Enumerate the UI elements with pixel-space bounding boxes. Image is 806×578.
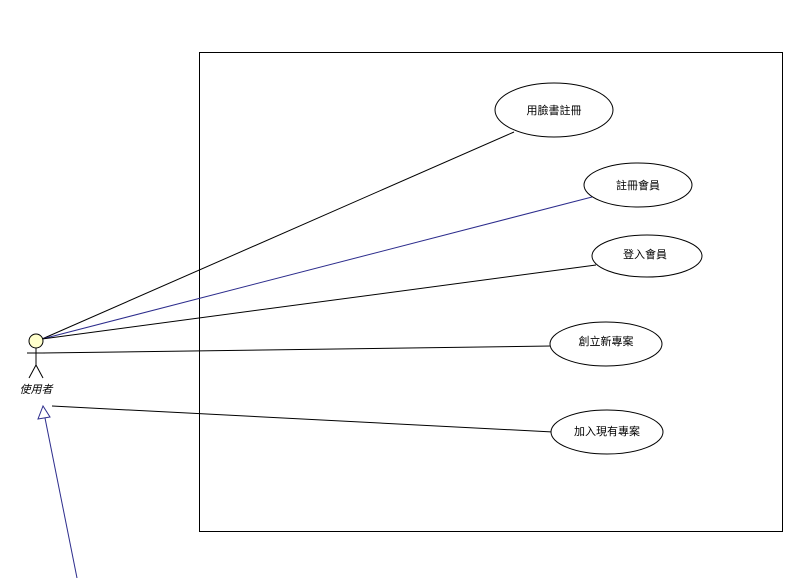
association-line: [41, 131, 515, 340]
association-line: [41, 196, 593, 340]
actor-right-leg: [35, 364, 44, 379]
generalization-arrowhead: [37, 404, 51, 420]
use-case-join-project[interactable]: 加入現有專案: [550, 409, 664, 455]
use-case-ellipse: [549, 321, 663, 367]
actor[interactable]: 使用者: [20, 333, 55, 396]
use-case-create-project[interactable]: 創立新專案: [549, 321, 663, 367]
association-line: [51, 405, 554, 433]
actor-head: [28, 333, 44, 349]
actor-left-leg: [28, 364, 37, 379]
associations: [41, 131, 597, 433]
use-case-register-member[interactable]: 註冊會員: [583, 162, 693, 208]
association-line: [41, 345, 552, 354]
generalization-line: [44, 417, 78, 578]
use-case-label: 註冊會員: [616, 178, 660, 192]
use-case-login-member[interactable]: 登入會員: [591, 234, 703, 278]
use-case-ellipse: [550, 409, 664, 455]
use-case-label: 登入會員: [623, 247, 667, 261]
generalization: [37, 404, 78, 578]
use-case-facebook-register[interactable]: 用臉書註冊: [494, 82, 614, 138]
use-case-ellipse: [583, 162, 693, 208]
system-boundary: [199, 52, 783, 532]
use-case-label: 加入現有專案: [574, 424, 640, 438]
association-line: [41, 264, 597, 340]
actor-label: 使用者: [20, 383, 55, 396]
use-case-ellipse: [591, 234, 703, 278]
use-case-ellipse: [494, 82, 614, 138]
use-case-label: 用臉書註冊: [527, 103, 582, 117]
use-case-label: 創立新專案: [579, 334, 634, 348]
